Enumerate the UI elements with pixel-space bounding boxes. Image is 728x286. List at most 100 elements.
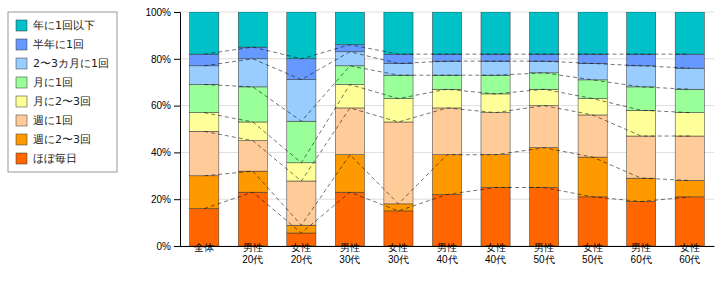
- y-axis-line: [174, 13, 181, 247]
- legend-label: 2〜3カ月に1回: [33, 57, 109, 70]
- bar-segment: [675, 68, 704, 89]
- bar-segment: [238, 12, 267, 47]
- x-tick-label-line: 20代: [242, 254, 263, 265]
- x-tick-label-line: 60代: [631, 254, 652, 265]
- legend-swatch: [16, 39, 27, 50]
- bar-segment: [578, 12, 607, 54]
- bar-segment: [627, 66, 656, 87]
- bar-segment: [238, 141, 267, 171]
- legend-label: ほぼ毎日: [33, 152, 77, 165]
- bar-segment: [287, 163, 316, 181]
- bar-segment: [432, 12, 461, 54]
- x-tick-label: 女性20代: [291, 242, 312, 265]
- bar-segment: [627, 202, 656, 246]
- legend-swatch: [16, 153, 27, 164]
- x-tick-label: 女性30代: [388, 242, 409, 265]
- x-tick-label-line: 男性: [340, 242, 360, 253]
- bar-segment: [675, 113, 704, 136]
- bar-segment: [238, 192, 267, 246]
- bar-segment: [481, 61, 510, 75]
- bar-segment: [432, 61, 461, 75]
- bar-segment: [335, 85, 364, 108]
- bar-segment: [287, 12, 316, 59]
- x-tick: 男性60代: [631, 242, 652, 265]
- legend-label: 週に2〜3回: [33, 133, 91, 146]
- x-tick-label-line: 30代: [388, 254, 409, 265]
- chart: 0%20%40%60%80%100%全体男性20代女性20代男性30代女性30代…: [0, 0, 728, 286]
- bar-segment: [335, 192, 364, 246]
- bar-segment: [384, 12, 413, 54]
- bar-segment: [432, 108, 461, 155]
- boundary-line: [204, 188, 689, 234]
- x-tick: 全体: [194, 242, 214, 253]
- x-tick-label: 男性40代: [436, 242, 457, 265]
- x-tick-label-line: 男性: [437, 242, 457, 253]
- y-tick-mark: [174, 199, 180, 200]
- bar-segment: [432, 89, 461, 108]
- bar-segment: [190, 113, 219, 132]
- bar-segment: [530, 188, 559, 247]
- x-tick-label-line: 女性: [583, 242, 603, 253]
- bar-segment: [190, 131, 219, 175]
- x-tick-label-line: 男性: [534, 242, 554, 253]
- x-tick: 女性40代: [485, 242, 506, 265]
- x-tick-label-line: 女性: [388, 242, 408, 253]
- y-tick: 40%: [151, 147, 180, 158]
- legend-label: 半年に1回: [33, 38, 84, 51]
- bar-segment: [481, 113, 510, 155]
- bar-segment: [190, 176, 219, 209]
- legend-item: 週に2〜3回: [16, 133, 91, 146]
- x-tick: 男性30代: [339, 242, 360, 265]
- legend-frame: [8, 12, 117, 172]
- x-tick-label-line: 男性: [631, 242, 651, 253]
- bar-segment: [432, 195, 461, 246]
- y-tick-label: 20%: [151, 194, 171, 205]
- x-tick: 女性60代: [679, 242, 700, 265]
- x-tick: 男性20代: [242, 242, 263, 265]
- bar-segment: [675, 197, 704, 246]
- bar-segment: [627, 136, 656, 178]
- x-tick-label-line: 20代: [291, 254, 312, 265]
- x-tick-label: 男性50代: [534, 242, 555, 265]
- bar-segment: [190, 12, 219, 54]
- bar-segment: [384, 211, 413, 246]
- bar-segment: [384, 99, 413, 122]
- legend-label: 月に1回: [33, 76, 73, 89]
- bar-segment: [335, 52, 364, 66]
- y-axis: 0%20%40%60%80%100%: [145, 7, 180, 252]
- bar-segment: [675, 54, 704, 68]
- y-tick-mark: [174, 152, 180, 153]
- bar-segment: [578, 63, 607, 79]
- y-tick-label: 80%: [151, 54, 171, 65]
- legend-label: 週に1回: [33, 114, 73, 127]
- bar-segment: [190, 66, 219, 85]
- x-tick-label-line: 50代: [582, 254, 603, 265]
- bar-segment: [481, 94, 510, 113]
- boundary-line: [204, 148, 689, 225]
- plot: 0%20%40%60%80%100%全体男性20代女性20代男性30代女性30代…: [145, 7, 714, 265]
- x-tick-label-line: 全体: [194, 242, 214, 253]
- x-tick-label-line: 女性: [291, 242, 311, 253]
- bar-segment: [481, 155, 510, 188]
- bar-segment: [384, 75, 413, 98]
- bar-segment: [578, 157, 607, 197]
- bar-segment: [238, 171, 267, 192]
- legend-label: 月に2〜3回: [33, 95, 91, 108]
- legend-item: ほぼ毎日: [16, 152, 77, 165]
- bar-segment: [335, 12, 364, 45]
- y-tick-label: 0%: [157, 241, 172, 252]
- bar-segment: [675, 180, 704, 196]
- y-tick-mark: [174, 106, 180, 107]
- bar-segment: [530, 54, 559, 61]
- legend-swatch: [16, 20, 27, 31]
- x-tick-label: 女性50代: [582, 242, 603, 265]
- legend-item: 半年に1回: [16, 38, 84, 51]
- bar-segment: [432, 155, 461, 195]
- x-tick: 男性50代: [534, 242, 555, 265]
- y-tick-label: 60%: [151, 100, 171, 111]
- grid: [180, 12, 714, 246]
- bar-segment: [481, 54, 510, 61]
- x-tick-label-line: 女性: [680, 242, 700, 253]
- x-tick: 女性20代: [291, 242, 312, 265]
- bar-segment: [335, 108, 364, 155]
